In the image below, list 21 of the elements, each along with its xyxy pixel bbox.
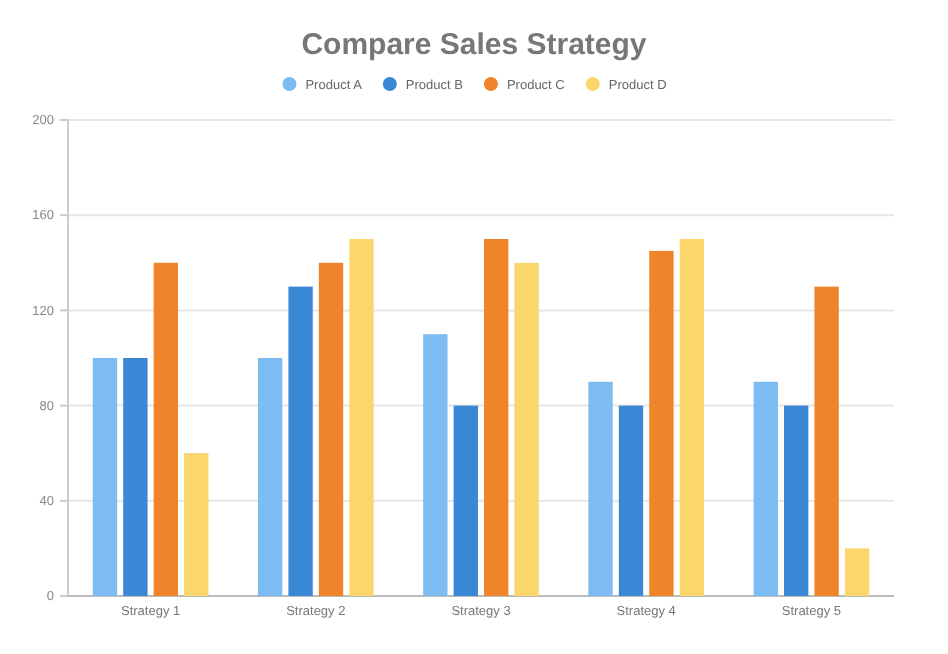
bar <box>814 286 839 596</box>
bar <box>92 358 118 596</box>
bar <box>514 262 539 596</box>
bar <box>618 405 644 596</box>
bar <box>649 250 674 596</box>
bar <box>153 262 178 596</box>
bar <box>288 286 313 596</box>
bar <box>184 453 209 596</box>
bar <box>844 548 870 596</box>
bar <box>123 358 148 596</box>
chart-title: Compare Sales Strategy <box>301 28 648 62</box>
bar <box>318 262 344 596</box>
bar <box>453 405 478 596</box>
bar <box>484 239 509 596</box>
bar <box>753 381 778 596</box>
bar <box>257 358 283 596</box>
bar <box>588 381 613 596</box>
bar <box>349 239 374 596</box>
bar <box>679 239 705 596</box>
bar <box>784 405 809 596</box>
bar <box>423 334 448 596</box>
